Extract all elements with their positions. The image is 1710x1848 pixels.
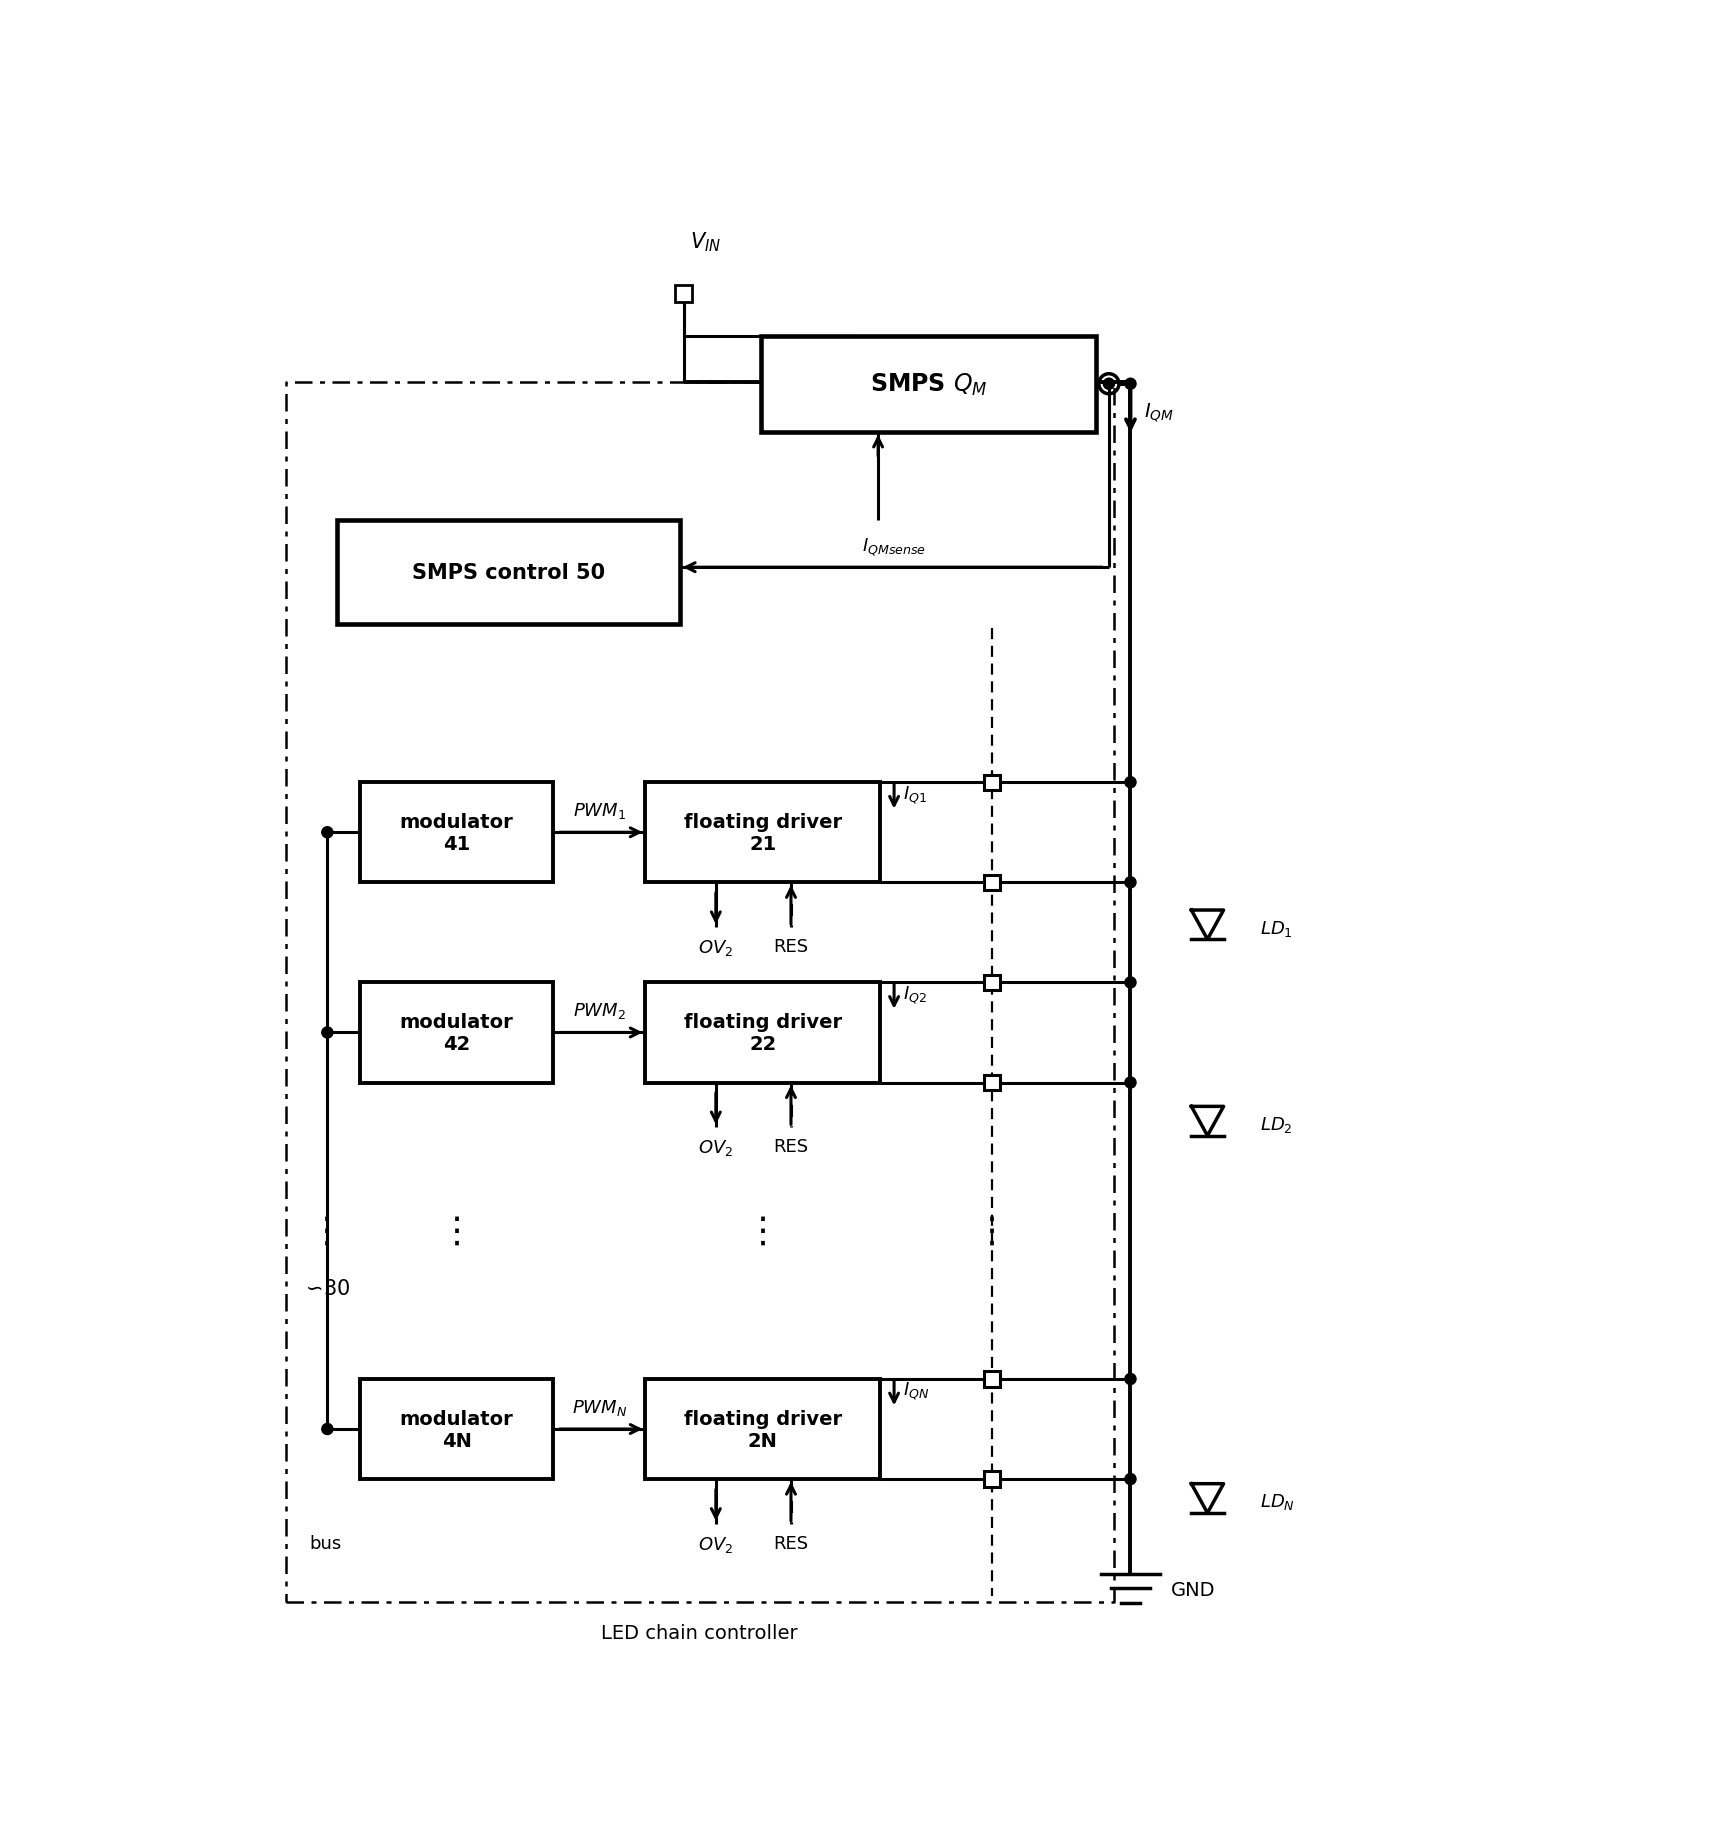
Text: ⋮: ⋮ [746,1214,781,1247]
Text: $PWM_{N}$: $PWM_{N}$ [571,1397,628,1417]
Text: $OV_2$: $OV_2$ [698,937,734,957]
Text: $PWM_{2}$: $PWM_{2}$ [573,1000,626,1020]
Bar [985,774,1000,791]
Text: modulator
4N: modulator 4N [400,1408,513,1449]
Bar [361,784,552,883]
Bar [361,983,552,1083]
Circle shape [1125,1473,1135,1484]
Circle shape [321,1423,333,1434]
Text: RES: RES [773,937,809,955]
Text: $OV_2$: $OV_2$ [698,1138,734,1157]
Text: modulator
41: modulator 41 [400,813,513,854]
Text: bus: bus [310,1534,340,1552]
Text: $I_{{QN}}$: $I_{{QN}}$ [903,1380,930,1401]
Text: $LD_{N}$: $LD_{N}$ [1260,1491,1294,1512]
Circle shape [1125,1373,1135,1384]
Text: $LD_{2}$: $LD_{2}$ [1260,1114,1293,1135]
Bar [985,1471,1000,1488]
Text: floating driver
21: floating driver 21 [684,813,841,854]
Circle shape [1103,379,1115,390]
Circle shape [321,1027,333,1039]
Text: SMPS $Q_M$: SMPS $Q_M$ [870,371,987,397]
Text: ⋮: ⋮ [310,1214,345,1247]
Text: $\backsim\!30$: $\backsim\!30$ [301,1279,351,1299]
Bar [985,976,1000,991]
Circle shape [1125,978,1135,989]
Text: ⋮: ⋮ [439,1214,475,1247]
Bar [645,983,881,1083]
Text: $I_{QMsense}$: $I_{QMsense}$ [862,536,927,558]
Text: $LD_{1}$: $LD_{1}$ [1260,918,1293,939]
Text: $OV_2$: $OV_2$ [698,1534,734,1554]
Text: floating driver
2N: floating driver 2N [684,1408,841,1449]
Circle shape [1125,778,1135,789]
Bar [645,1379,881,1478]
Circle shape [321,828,333,839]
Text: $PWM_{1}$: $PWM_{1}$ [573,800,626,821]
Bar [361,1379,552,1478]
Bar [985,1371,1000,1386]
Circle shape [1125,1077,1135,1088]
Bar [645,784,881,883]
Bar [337,521,681,625]
Text: ⋮: ⋮ [973,1214,1011,1247]
Text: $I_{QM}$: $I_{QM}$ [1144,401,1175,423]
Text: $I_{{Q2}}$: $I_{{Q2}}$ [903,983,927,1005]
Bar [985,1076,1000,1090]
Circle shape [1125,379,1135,390]
Circle shape [1125,878,1135,889]
Bar [761,336,1096,432]
Bar [985,876,1000,891]
Bar [675,286,693,303]
Text: modulator
42: modulator 42 [400,1013,513,1053]
Text: LED chain controller: LED chain controller [602,1623,799,1643]
Text: SMPS control 50: SMPS control 50 [412,564,605,584]
Text: floating driver
22: floating driver 22 [684,1013,841,1053]
Text: $V_{IN}$: $V_{IN}$ [691,231,722,253]
Text: RES: RES [773,1534,809,1552]
Text: $I_{{Q1}}$: $I_{{Q1}}$ [903,784,927,806]
Text: RES: RES [773,1138,809,1155]
Text: GND: GND [1171,1580,1216,1599]
